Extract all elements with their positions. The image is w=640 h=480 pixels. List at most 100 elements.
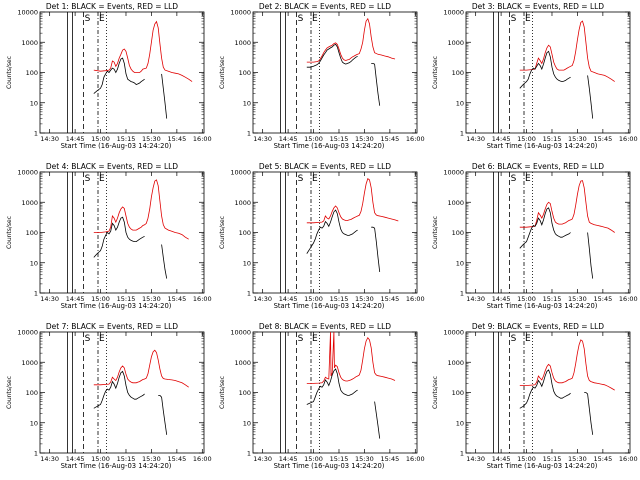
y-axis-label: Counts/sec xyxy=(432,56,439,89)
y-tick-label: 10000 xyxy=(230,9,251,17)
y-tick-label: 10 xyxy=(456,259,464,267)
x-tick-label: 15:45 xyxy=(593,135,612,143)
detector-panel-1: Det 1: BLACK = Events, RED = LLD 1 10 100 10… xyxy=(6,2,212,150)
detector-panel-2: Det 2: BLACK = Events, RED = LLD 1 10 100 10… xyxy=(219,2,425,150)
lld-series-line xyxy=(93,179,189,240)
end-marker-label: E xyxy=(525,14,531,24)
lld-series-line xyxy=(519,20,615,82)
x-tick-label: 15:15 xyxy=(330,295,349,303)
y-tick-label: 1000 xyxy=(234,39,251,47)
start-marker-label: S xyxy=(85,334,91,344)
y-tick-label: 1 xyxy=(247,290,251,298)
y-tick-label: 100 xyxy=(452,229,464,237)
x-tick-label: 14:30 xyxy=(40,295,59,303)
detector-panel-8: Det 8: BLACK = Events, RED = LLD 1 10 100 10… xyxy=(219,322,425,470)
x-tick-label: 15:45 xyxy=(380,135,399,143)
plot-frame xyxy=(465,11,631,134)
x-tick-label: 15:45 xyxy=(380,455,399,463)
x-tick-label: 14:45 xyxy=(279,455,298,463)
y-tick-label: 10 xyxy=(243,99,251,107)
x-tick-label: 15:15 xyxy=(543,135,562,143)
lld-series-line xyxy=(93,349,189,388)
x-tick-label: 15:45 xyxy=(380,295,399,303)
start-marker-label: S xyxy=(85,174,91,184)
y-tick-label: 10000 xyxy=(17,169,38,177)
lld-series-line xyxy=(306,17,396,63)
x-tick-label: 15:15 xyxy=(330,135,349,143)
start-marker-label: S xyxy=(511,14,517,24)
y-tick-label: 10 xyxy=(243,259,251,267)
detector-panel-3: Det 3: BLACK = Events, RED = LLD 1 10 100 10… xyxy=(432,2,638,150)
x-axis-label: Start Time (16-Aug-03 14:24:20) xyxy=(487,302,598,310)
panel-title: Det 6: BLACK = Events, RED = LLD xyxy=(472,162,604,171)
y-tick-label: 10 xyxy=(30,419,38,427)
y-tick-label: 1 xyxy=(34,290,38,298)
x-tick-label: 15:45 xyxy=(593,455,612,463)
x-tick-label: 15:30 xyxy=(142,295,161,303)
y-tick-label: 10 xyxy=(243,419,251,427)
y-tick-label: 100 xyxy=(26,389,38,397)
events-series-line xyxy=(371,226,381,272)
x-tick-label: 14:45 xyxy=(279,135,298,143)
events-series-line xyxy=(371,63,381,106)
y-tick-label: 10000 xyxy=(230,329,251,337)
x-tick-label: 14:45 xyxy=(66,455,85,463)
x-tick-label: 16:00 xyxy=(619,455,638,463)
y-axis-label: Counts/sec xyxy=(6,56,13,89)
x-tick-label: 14:30 xyxy=(253,455,272,463)
x-axis-label: Start Time (16-Aug-03 14:24:20) xyxy=(61,302,172,310)
end-marker-label: E xyxy=(99,14,105,24)
x-tick-label: 15:00 xyxy=(517,295,536,303)
detector-panel-5: Det 5: BLACK = Events, RED = LLD 1 10 100 10… xyxy=(219,162,425,310)
events-series-line xyxy=(161,244,168,279)
x-tick-label: 15:00 xyxy=(304,295,323,303)
detector-panel-4: Det 4: BLACK = Events, RED = LLD 1 10 100 10… xyxy=(6,162,212,310)
x-tick-label: 16:00 xyxy=(619,135,638,143)
y-tick-label: 10000 xyxy=(443,169,464,177)
plot-frame xyxy=(465,331,631,454)
panel-title: Det 3: BLACK = Events, RED = LLD xyxy=(472,2,604,11)
start-marker-label: S xyxy=(298,334,304,344)
x-axis-label: Start Time (16-Aug-03 14:24:20) xyxy=(274,462,385,470)
end-marker-label: E xyxy=(525,174,531,184)
x-tick-label: 15:30 xyxy=(142,455,161,463)
y-tick-label: 1000 xyxy=(21,39,38,47)
events-series-line xyxy=(519,369,571,409)
events-series-line xyxy=(587,75,594,119)
x-tick-label: 15:30 xyxy=(568,455,587,463)
y-tick-label: 1 xyxy=(34,130,38,138)
events-series-line xyxy=(519,50,571,89)
x-tick-label: 14:30 xyxy=(40,135,59,143)
start-marker-label: S xyxy=(511,174,517,184)
events-series-line xyxy=(584,392,594,435)
y-axis-label: Counts/sec xyxy=(219,56,226,89)
end-marker-label: E xyxy=(99,334,105,344)
x-tick-label: 16:00 xyxy=(619,295,638,303)
y-axis-label: Counts/sec xyxy=(219,376,226,409)
x-tick-label: 15:45 xyxy=(167,135,186,143)
events-series-line xyxy=(161,73,168,119)
start-marker-label: S xyxy=(298,174,304,184)
x-tick-label: 15:00 xyxy=(517,135,536,143)
y-tick-label: 10 xyxy=(456,99,464,107)
y-tick-label: 100 xyxy=(452,69,464,77)
x-tick-label: 16:00 xyxy=(193,135,212,143)
x-tick-label: 14:30 xyxy=(40,455,59,463)
x-tick-label: 15:00 xyxy=(517,455,536,463)
lld-series-line xyxy=(519,180,615,233)
y-tick-label: 10 xyxy=(30,259,38,267)
y-axis-label: Counts/sec xyxy=(432,216,439,249)
x-tick-label: 14:30 xyxy=(466,455,485,463)
events-series-line xyxy=(93,57,145,94)
y-tick-label: 10000 xyxy=(230,169,251,177)
x-tick-label: 15:45 xyxy=(593,295,612,303)
x-tick-label: 15:30 xyxy=(355,295,374,303)
detector-panel-6: Det 6: BLACK = Events, RED = LLD 1 10 100 10… xyxy=(432,162,638,310)
y-tick-label: 1 xyxy=(460,450,464,458)
x-axis-label: Start Time (16-Aug-03 14:24:20) xyxy=(274,302,385,310)
x-tick-label: 15:00 xyxy=(304,455,323,463)
x-tick-label: 14:30 xyxy=(466,135,485,143)
x-tick-label: 16:00 xyxy=(406,455,425,463)
events-series-line xyxy=(93,216,145,258)
end-marker-label: E xyxy=(312,334,318,344)
